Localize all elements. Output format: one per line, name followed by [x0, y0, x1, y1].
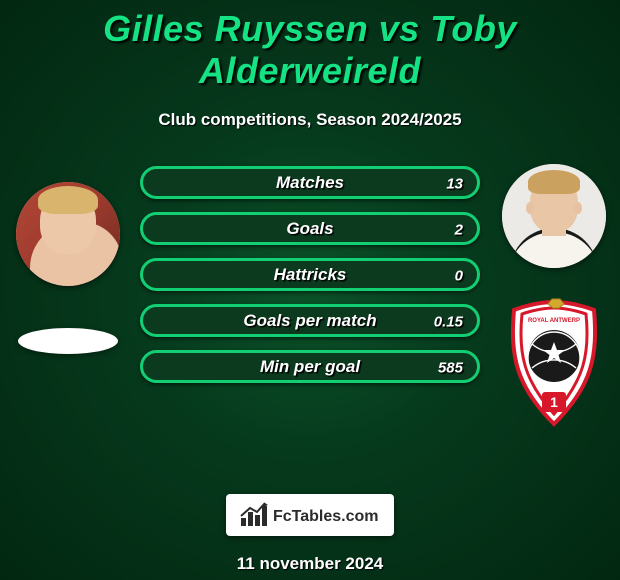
watermark-text: FcTables.com — [273, 508, 379, 525]
stat-value-right: 0 — [455, 267, 463, 284]
watermark: FcTables.com — [226, 494, 394, 536]
bar-chart-icon — [241, 503, 268, 526]
stat-value-right: 13 — [446, 175, 463, 192]
stat-label: Goals — [286, 219, 333, 239]
left-player-avatar — [16, 182, 120, 286]
subtitle: Club competitions, Season 2024/2025 — [0, 110, 620, 130]
stat-row-min-per-goal: Min per goal 585 — [140, 350, 480, 383]
stat-value-right: 0.15 — [434, 313, 463, 330]
page-title: Gilles Ruyssen vs Toby Alderweireld — [0, 0, 620, 92]
stat-row-goals-per-match: Goals per match 0.15 — [140, 304, 480, 337]
svg-text:1: 1 — [550, 394, 558, 410]
left-player-column — [8, 166, 128, 354]
stat-label: Hattricks — [274, 265, 347, 285]
stat-label: Matches — [276, 173, 344, 193]
date-text: 11 november 2024 — [0, 554, 620, 574]
stat-value-right: 2 — [455, 221, 463, 238]
right-player-avatar — [502, 164, 606, 268]
stat-value-right: 585 — [438, 359, 463, 376]
right-player-column: 1 ROYAL ANTWERP — [494, 166, 614, 428]
left-club-placeholder — [18, 328, 118, 354]
stat-row-hattricks: Hattricks 0 — [140, 258, 480, 291]
stats-list: Matches 13 Goals 2 Hattricks 0 Goals per… — [140, 166, 480, 396]
stat-label: Min per goal — [260, 357, 360, 377]
right-club-crest: 1 ROYAL ANTWERP — [504, 298, 604, 428]
comparison-row: Matches 13 Goals 2 Hattricks 0 Goals per… — [0, 166, 620, 436]
stat-row-goals: Goals 2 — [140, 212, 480, 245]
svg-text:ROYAL ANTWERP: ROYAL ANTWERP — [528, 318, 580, 324]
stat-label: Goals per match — [243, 311, 376, 331]
stat-row-matches: Matches 13 — [140, 166, 480, 199]
